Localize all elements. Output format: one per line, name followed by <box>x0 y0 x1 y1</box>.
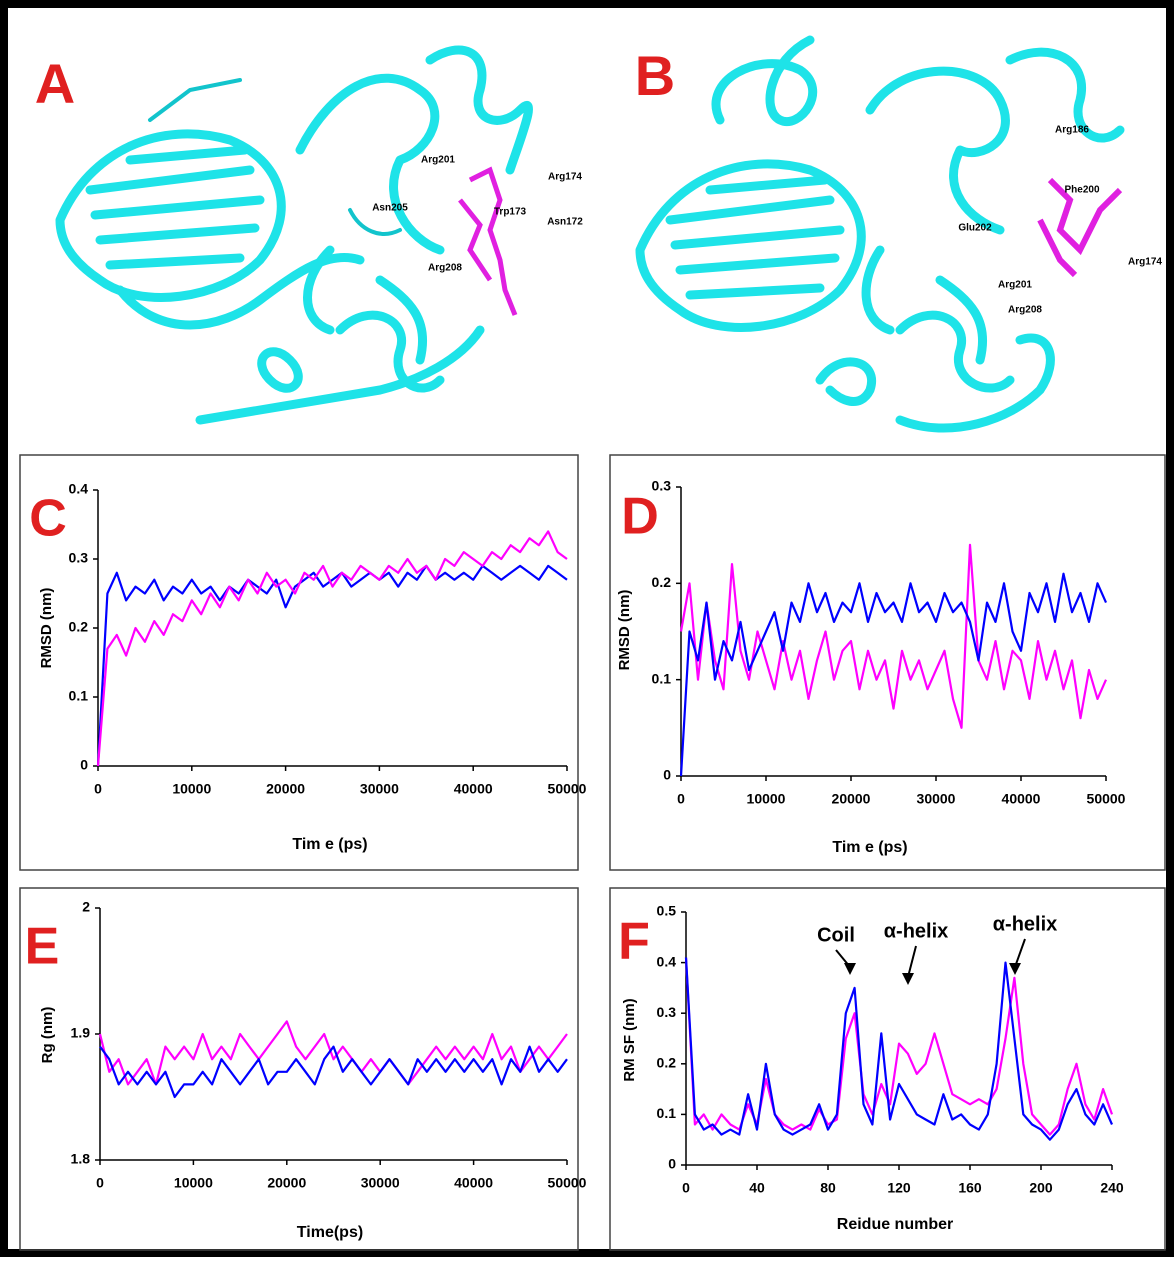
x-tick-label: 50000 <box>548 1175 587 1191</box>
x-tick-label: 40000 <box>454 781 493 797</box>
annotation: α-helix <box>993 913 1058 935</box>
annotation: Coil <box>817 924 855 946</box>
residue-label: Trp173 <box>494 207 527 218</box>
panel-box <box>609 454 1166 871</box>
y-tick-label: 0.2 <box>652 574 672 590</box>
y-tick-label: 1.8 <box>71 1151 91 1167</box>
x-tick-label: 0 <box>677 791 685 807</box>
x-axis-label: Tim e (ps) <box>832 839 907 856</box>
x-tick-label: 20000 <box>267 1175 306 1191</box>
residue-label: Arg208 <box>1008 305 1042 316</box>
x-tick-label: 200 <box>1029 1180 1053 1196</box>
series-line <box>96 564 568 767</box>
x-tick-label: 30000 <box>361 1175 400 1191</box>
panel-box <box>19 454 579 871</box>
annotation-arrow <box>907 945 917 978</box>
y-tick-label: 0.2 <box>69 619 89 635</box>
x-tick-label: 20000 <box>266 781 305 797</box>
y-tick-label: 0.1 <box>657 1105 677 1121</box>
residue-label: Arg186 <box>1055 125 1089 136</box>
y-tick-label: 0.2 <box>657 1055 677 1071</box>
annotation: α-helix <box>884 920 949 942</box>
x-tick-label: 10000 <box>174 1175 213 1191</box>
residue-label: Arg174 <box>548 172 582 183</box>
y-tick-label: 0.4 <box>69 481 89 497</box>
y-axis-label: RM SF (nm) <box>621 998 638 1081</box>
panel-label: C <box>29 490 67 548</box>
x-tick-label: 80 <box>820 1180 836 1196</box>
x-tick-label: 40000 <box>1002 791 1041 807</box>
x-tick-label: 0 <box>94 781 102 797</box>
residue-label: Arg201 <box>998 280 1032 291</box>
protein-structure-b <box>635 35 1125 433</box>
series-line <box>98 1020 568 1086</box>
panel-label: F <box>618 913 650 971</box>
residue-label: Glu202 <box>958 223 992 234</box>
panel-box <box>19 887 579 1251</box>
y-axis-label: RMSD (nm) <box>38 588 55 669</box>
y-tick-label: 0.4 <box>657 953 677 969</box>
x-axis-label: Time(ps) <box>297 1224 363 1241</box>
series-line <box>684 957 1114 1141</box>
y-tick-label: 0.3 <box>652 478 672 494</box>
x-tick-label: 20000 <box>832 791 871 807</box>
y-tick-label: 0.5 <box>657 903 677 919</box>
x-tick-label: 40000 <box>454 1175 493 1191</box>
residue-label: Asn172 <box>547 217 583 228</box>
x-tick-label: 10000 <box>172 781 211 797</box>
x-tick-label: 120 <box>887 1180 911 1196</box>
x-tick-label: 50000 <box>548 781 587 797</box>
annotation-arrowhead <box>1009 963 1021 975</box>
residue-label: Arg201 <box>421 155 455 166</box>
y-tick-label: 1.9 <box>71 1025 91 1041</box>
residue-label: Phe200 <box>1064 185 1099 196</box>
panel-label: B <box>635 44 675 107</box>
y-tick-label: 0 <box>668 1156 676 1172</box>
y-axis-label: Rg (nm) <box>39 1007 56 1064</box>
x-tick-label: 30000 <box>917 791 956 807</box>
protein-structure-a <box>55 45 533 425</box>
annotation-arrowhead <box>902 973 914 985</box>
y-tick-label: 2 <box>82 899 90 915</box>
x-axis-label: Tim e (ps) <box>292 836 367 853</box>
y-tick-label: 0.1 <box>652 670 672 686</box>
x-tick-label: 10000 <box>747 791 786 807</box>
panel-label: A <box>35 52 75 115</box>
x-tick-label: 30000 <box>360 781 399 797</box>
y-tick-label: 0.1 <box>69 688 89 704</box>
x-tick-label: 0 <box>682 1180 690 1196</box>
panel-label: E <box>25 918 60 976</box>
y-tick-label: 0.3 <box>69 550 89 566</box>
series-line <box>679 572 1108 777</box>
residue-label: Arg208 <box>428 263 462 274</box>
y-tick-label: 0.3 <box>657 1004 677 1020</box>
y-axis-label: RMSD (nm) <box>616 590 633 671</box>
x-tick-label: 40 <box>749 1180 765 1196</box>
residue-label: Arg174 <box>1128 257 1162 268</box>
x-tick-label: 240 <box>1100 1180 1124 1196</box>
panel-label: D <box>621 488 659 546</box>
series-line <box>99 1045 568 1099</box>
panel-box <box>609 887 1166 1251</box>
y-tick-label: 0 <box>80 757 88 773</box>
x-tick-label: 0 <box>96 1175 104 1191</box>
x-axis-label: Reidue number <box>837 1216 953 1233</box>
x-tick-label: 160 <box>958 1180 982 1196</box>
annotation-arrowhead <box>844 963 856 975</box>
y-tick-label: 0 <box>663 767 671 783</box>
x-tick-label: 50000 <box>1087 791 1126 807</box>
series-line <box>96 530 568 767</box>
annotation-arrow <box>1014 938 1026 968</box>
residue-label: Asn205 <box>372 203 408 214</box>
